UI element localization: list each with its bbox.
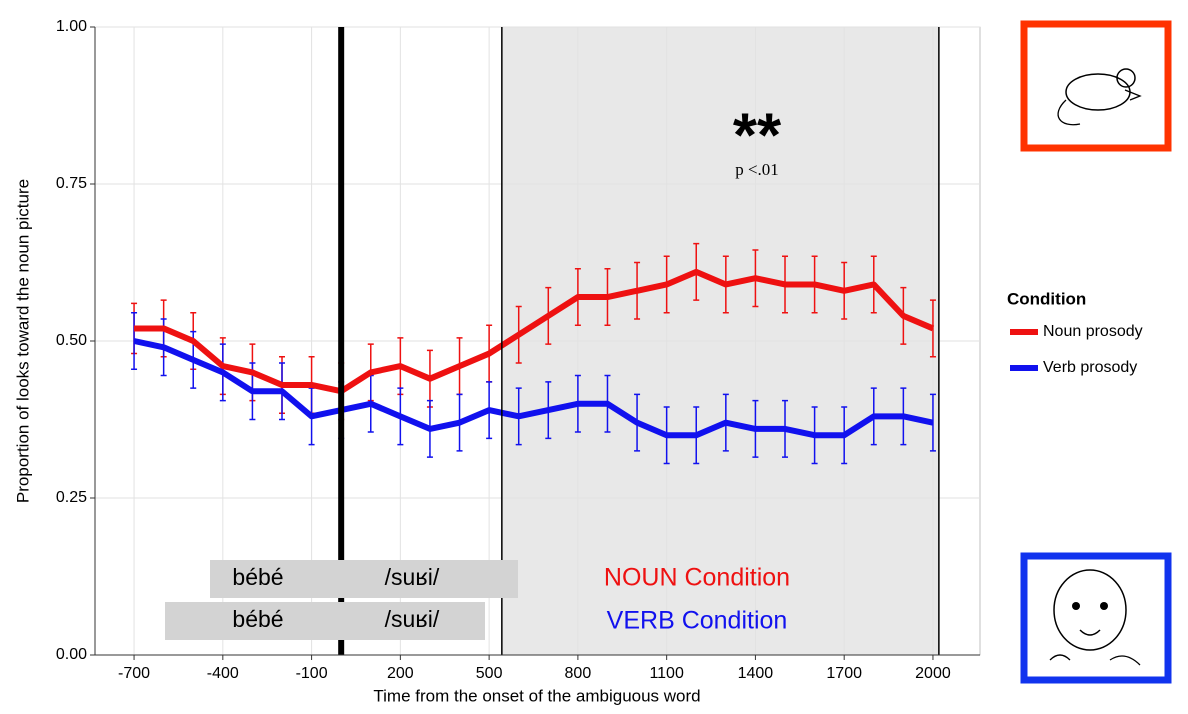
series-line [134,268,935,395]
x-tick-label: 1700 [826,665,862,682]
x-tick-label: 1400 [738,665,774,682]
x-tick-label: 800 [565,665,592,682]
word-label: /suʁi/ [385,564,440,590]
x-tick-label: 2000 [915,665,951,682]
series-line [133,338,934,439]
y-axis-label: Proportion of looks toward the noun pict… [13,179,32,503]
x-tick-label: -400 [207,665,239,682]
x-tick-label: -700 [118,665,150,682]
word-label: bébé [232,606,283,632]
error-bar [131,311,138,371]
y-tick-label: 0.75 [56,175,87,192]
error-bar [929,299,936,358]
y-tick-label: 0.50 [56,332,87,349]
error-bar [929,393,936,452]
x-tick-label: -100 [296,665,328,682]
noun-condition-label: NOUN Condition [604,564,790,592]
p-value: p <.01 [735,160,779,179]
x-axis-label: Time from the onset of the ambiguous wor… [373,686,700,705]
significance-stars: ** [733,101,782,170]
y-tick-label: 0.00 [56,646,87,663]
legend-title: Condition [1007,289,1086,308]
word-label: bébé [232,564,283,590]
y-tick-label: 0.25 [56,489,87,506]
legend-label: Verb prosody [1043,359,1137,376]
x-tick-label: 500 [476,665,503,682]
word-box [165,602,485,640]
verb-condition-label: VERB Condition [607,607,788,635]
x-tick-label: 1100 [649,665,684,682]
verb-picture [1020,552,1172,684]
word-box [210,560,518,598]
noun-picture [1020,20,1172,152]
x-tick-label: 200 [387,665,414,682]
word-label: /suʁi/ [385,606,440,632]
y-tick-label: 1.00 [56,18,87,35]
legend-label: Noun prosody [1043,323,1143,340]
